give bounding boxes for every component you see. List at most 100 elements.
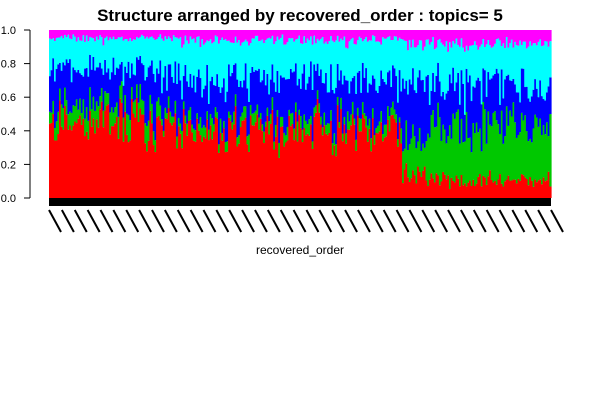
bar-segment-topic-1 (120, 102, 124, 198)
bar-segment-topic-1 (181, 148, 184, 198)
bar-segment-topic-1 (529, 177, 532, 198)
bar-segment-topic-4 (465, 45, 468, 69)
bar-segment-topic-4 (458, 46, 462, 105)
bar-segment-topic-4 (371, 35, 375, 76)
bar-segment-topic-4 (530, 45, 534, 97)
bar-segment-topic-4 (289, 38, 293, 69)
bar-segment-topic-4 (395, 36, 398, 77)
bar-segment-topic-3 (206, 64, 209, 112)
bar-segment-topic-2 (549, 114, 552, 187)
bar-segment-topic-5 (229, 30, 232, 43)
bar-segment-topic-4 (300, 43, 303, 89)
x-tick-label-mark (395, 209, 410, 233)
bar-segment-topic-2 (519, 132, 522, 181)
x-tick-label-mark (279, 209, 294, 233)
bar-segment-topic-2 (450, 138, 453, 178)
bar-segment-topic-2 (469, 137, 472, 181)
bar-segment-topic-2 (487, 111, 490, 177)
bar-segment-topic-4 (331, 40, 335, 90)
bar-segment-topic-3 (417, 77, 420, 142)
bar-segment-topic-4 (336, 35, 340, 64)
bar-segment-topic-2 (311, 141, 314, 149)
bar-segment-topic-3 (154, 82, 157, 141)
bar-segment-topic-1 (157, 115, 161, 198)
bar-segment-topic-4 (360, 38, 363, 93)
bar-segment-topic-2 (278, 142, 281, 158)
bar-segment-topic-5 (410, 30, 413, 48)
bar-segment-topic-5 (547, 30, 550, 47)
bar-segment-topic-4 (146, 36, 149, 77)
bar-segment-topic-3 (425, 76, 428, 142)
bar-segment-topic-3 (335, 87, 338, 145)
bar-segment-topic-5 (470, 30, 473, 46)
bar-segment-topic-5 (137, 30, 140, 39)
bar-segment-topic-1 (273, 149, 276, 198)
bar-segment-topic-2 (197, 123, 201, 131)
bar-segment-topic-1 (500, 183, 504, 198)
bar-segment-topic-5 (189, 30, 192, 37)
bar-segment-topic-2 (475, 122, 478, 184)
bar-segment-topic-2 (115, 102, 119, 117)
bar-segment-topic-4 (393, 36, 396, 69)
bar-segment-topic-5 (402, 30, 405, 40)
bar-segment-topic-5 (345, 30, 348, 48)
bar-segment-topic-1 (534, 179, 537, 198)
bar-segment-topic-5 (176, 30, 179, 38)
bar-segment-topic-2 (365, 115, 368, 128)
bar-segment-topic-4 (134, 39, 137, 76)
bar-segment-topic-3 (474, 87, 477, 134)
bar-segment-topic-5 (283, 30, 286, 45)
bar-segment-topic-4 (177, 38, 181, 64)
bar-segment-topic-3 (177, 63, 181, 118)
bar-segment-topic-5 (194, 30, 197, 43)
bar-segment-topic-1 (311, 148, 314, 198)
bar-segment-topic-3 (127, 61, 130, 115)
bar-segment-topic-3 (402, 78, 405, 152)
bar-segment-topic-2 (249, 104, 253, 116)
bar-segment-topic-2 (540, 134, 544, 185)
bar-segment-topic-2 (348, 121, 351, 130)
bar-segment-topic-5 (288, 30, 291, 39)
bar-segment-topic-1 (105, 105, 109, 198)
bar-segment-topic-2 (256, 104, 259, 115)
bar-segment-topic-5 (467, 30, 470, 51)
bar-segment-topic-4 (472, 44, 475, 87)
bar-segment-topic-3 (489, 79, 492, 125)
bar-segment-topic-5 (241, 30, 244, 43)
bar-segment-topic-4 (412, 39, 415, 69)
bar-segment-topic-3 (325, 72, 328, 126)
bar-segment-topic-2 (400, 128, 403, 144)
bar-segment-topic-3 (438, 81, 442, 118)
bar-segment-topic-4 (522, 41, 525, 69)
bar-segment-topic-5 (212, 30, 216, 42)
bar-segment-topic-5 (336, 30, 340, 36)
bar-segment-topic-3 (144, 80, 147, 124)
bar-segment-topic-5 (417, 30, 420, 46)
bar-segment-topic-5 (515, 30, 519, 46)
bar-segment-topic-5 (400, 30, 403, 40)
bar-segment-topic-1 (261, 131, 264, 198)
bar-segment-topic-5 (216, 30, 219, 37)
bar-segment-topic-4 (99, 35, 102, 63)
bar-segment-topic-3 (535, 88, 539, 118)
bar-segment-topic-4 (320, 38, 323, 70)
bar-segment-topic-1 (288, 115, 291, 198)
bar-segment-topic-1 (482, 175, 485, 198)
bar-segment-topic-4 (345, 47, 348, 81)
bar-segment-topic-3 (172, 82, 176, 117)
bar-segment-topic-4 (70, 39, 74, 83)
bar-segment-topic-1 (77, 118, 80, 198)
bar-segment-topic-2 (264, 121, 268, 127)
bar-segment-topic-3 (166, 90, 169, 114)
bar-segment-topic-4 (276, 36, 279, 71)
bar-segment-topic-3 (487, 72, 490, 112)
bar-segment-topic-5 (124, 30, 127, 40)
bar-segment-topic-1 (248, 151, 251, 198)
bar-segment-topic-2 (191, 124, 194, 133)
bar-segment-topic-4 (450, 47, 453, 84)
bar-segment-topic-5 (102, 30, 105, 46)
bar-segment-topic-5 (502, 30, 505, 44)
bar-segment-topic-2 (184, 115, 187, 124)
bar-segment-topic-4 (313, 35, 316, 65)
bar-segment-topic-1 (330, 120, 333, 198)
